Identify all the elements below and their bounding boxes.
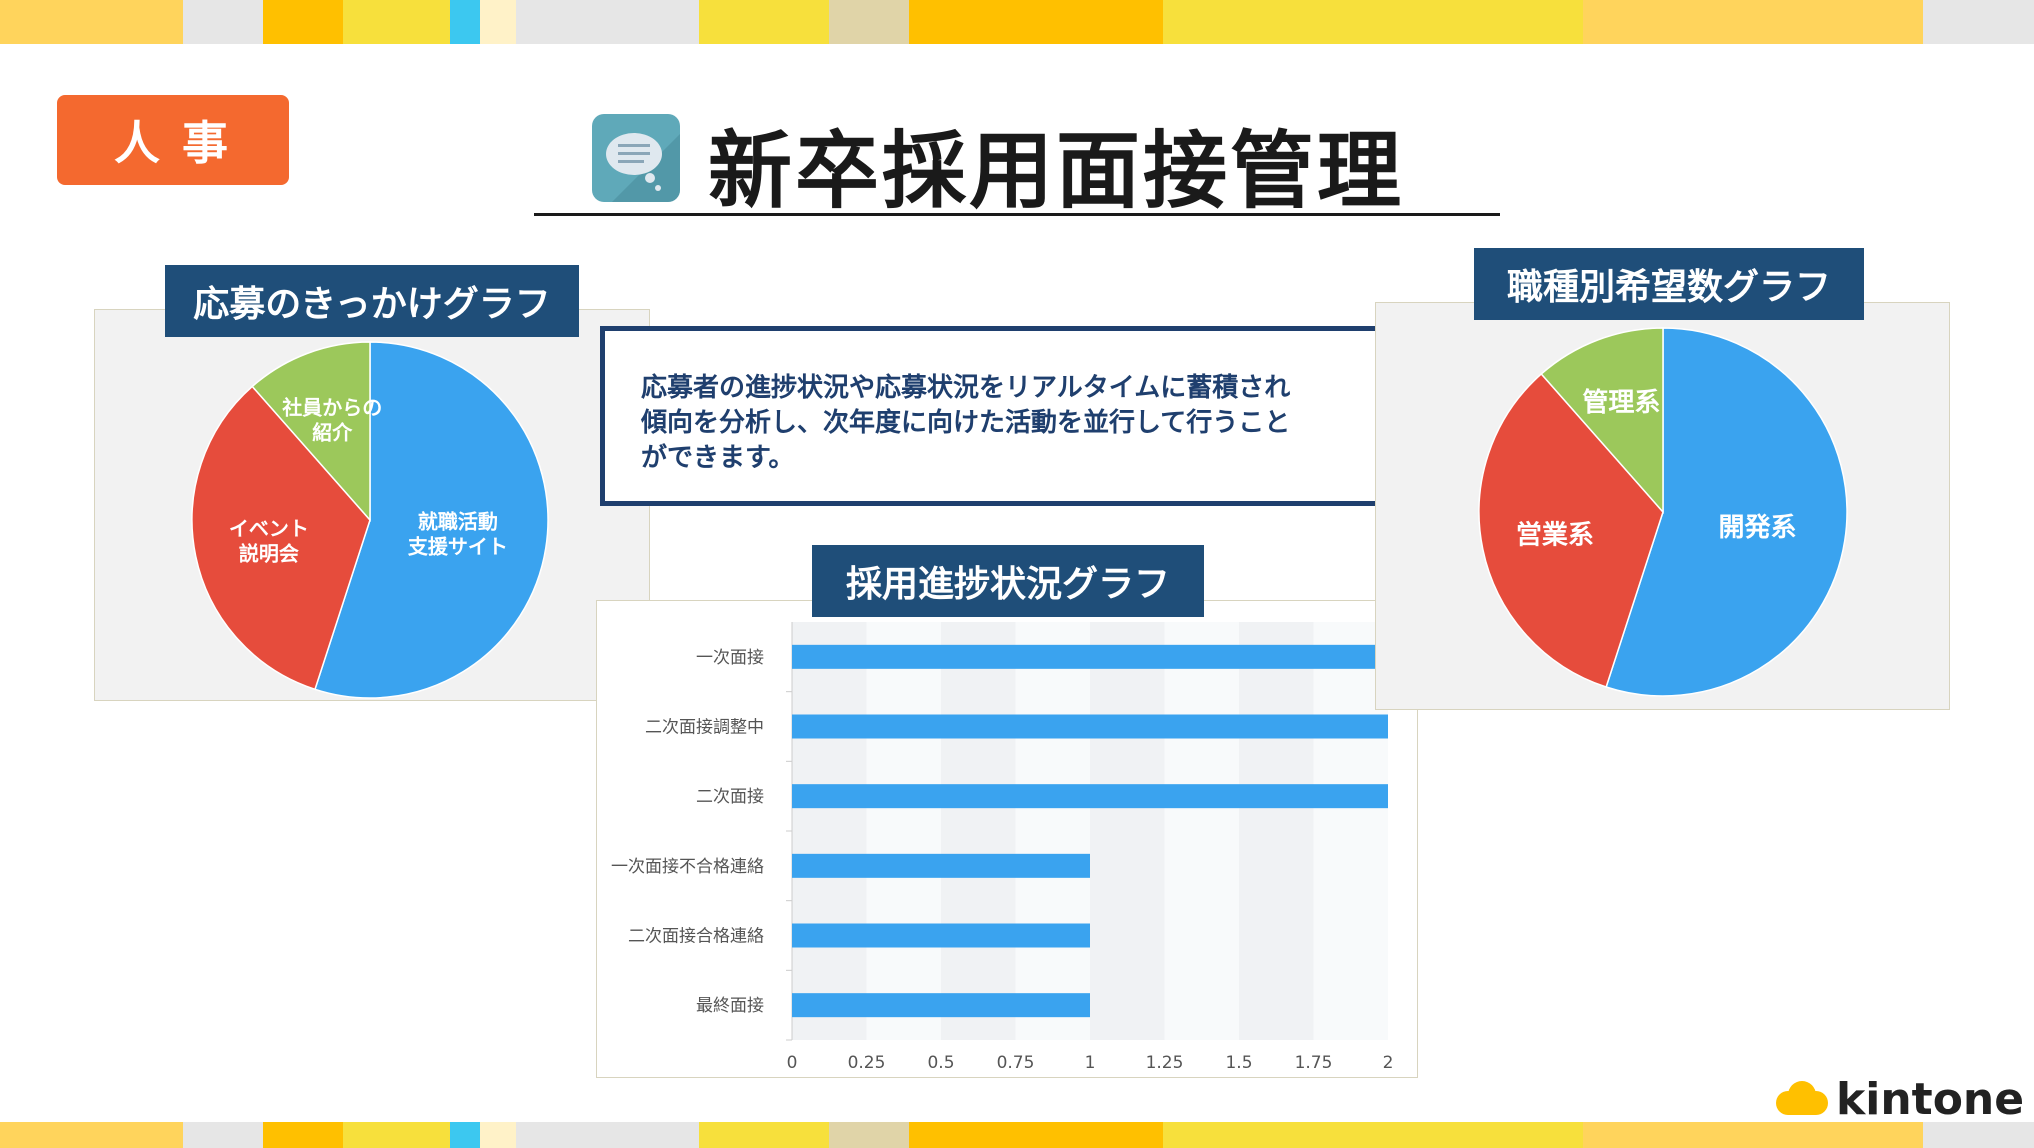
category-label: 最終面接 (696, 996, 764, 1016)
category-tag: 人事 (57, 95, 289, 185)
stripe-segment (699, 0, 829, 44)
description-line: 応募者の進捗状況や応募状況をリアルタイムに蓄積され (641, 373, 1291, 403)
pie-slice-label: 紹介 (312, 421, 353, 445)
progress-chart-title: 採用進捗状況グラフ (812, 545, 1204, 617)
stripe-segment (450, 1122, 480, 1148)
job-chart-title: 職種別希望数グラフ (1474, 248, 1864, 320)
pie-slice-label: 就職活動 (418, 509, 498, 533)
pie-slice (191, 385, 371, 691)
category-label: 一次面接 (696, 648, 764, 668)
stripe-segment (183, 0, 263, 44)
bar (792, 784, 1388, 809)
pie-slice-label: 説明会 (239, 541, 299, 565)
stripe-segment (450, 0, 480, 44)
pie-slice-label: イベント (229, 516, 309, 540)
pie-slice (1540, 327, 1664, 514)
pie-slice-label: 社員からの (281, 396, 382, 420)
category-label: 一次面接不合格連絡 (611, 857, 764, 877)
grid-band (1164, 622, 1239, 1040)
kintone-logo: kintone (1774, 1073, 2025, 1125)
category-label: 二次面接 (696, 787, 764, 807)
pie-slice-label: 営業系 (1516, 520, 1594, 550)
x-tick-label: 1.25 (1146, 1053, 1184, 1073)
x-tick-label: 0.25 (848, 1053, 886, 1073)
bottom-stripe (0, 1122, 2034, 1148)
pie-slice (314, 341, 549, 699)
x-tick-label: 2 (1383, 1053, 1394, 1073)
stripe-segment (480, 0, 516, 44)
job-pie-chart: 開発系 営業系 管理系 (1478, 327, 1848, 697)
pie-slice-label: 開発系 (1718, 513, 1796, 543)
pie-slice (251, 341, 371, 522)
pie-slice-label: 支援サイト (408, 534, 508, 558)
pie-slice (1478, 372, 1664, 688)
bar (792, 923, 1090, 948)
x-tick-label: 1.75 (1295, 1053, 1333, 1073)
stripe-segment (829, 1122, 909, 1148)
description-box: 応募者の進捗状況や応募状況をリアルタイムに蓄積され 傾向を分析し、次年度に向けた… (600, 326, 1416, 506)
bar (792, 993, 1090, 1018)
grid-band (792, 622, 867, 1040)
stripe-segment (1163, 1122, 1583, 1148)
stripe-segment (0, 0, 183, 44)
stripe-segment (1583, 1122, 1923, 1148)
cloud-icon (1776, 1081, 1828, 1115)
top-stripe (0, 0, 2034, 44)
grid-band (1015, 622, 1090, 1040)
stripe-segment (1163, 0, 1583, 44)
speech-bubble-icon (592, 114, 680, 202)
stripe-segment (909, 1122, 1163, 1148)
stripe-segment (0, 1122, 183, 1148)
grid-band (1239, 622, 1314, 1040)
stripe-segment (263, 1122, 343, 1148)
category-label: 二次面接合格連絡 (628, 927, 764, 947)
stripe-segment (183, 1122, 263, 1148)
x-tick-label: 0.5 (927, 1053, 954, 1073)
stripe-segment (1923, 1122, 2034, 1148)
x-tick-label: 1 (1085, 1053, 1096, 1073)
description-line: 傾向を分析し、次年度に向けた活動を並行して行うこと (641, 408, 1291, 438)
x-tick-label: 0.75 (997, 1053, 1035, 1073)
x-tick-label: 1.5 (1225, 1053, 1252, 1073)
stripe-segment (1923, 0, 2034, 44)
stripe-segment (343, 0, 450, 44)
stripe-segment (263, 0, 343, 44)
grid-band (941, 622, 1016, 1040)
pie-slice (1605, 327, 1848, 697)
grid-band (1090, 622, 1165, 1040)
pie-slice-label: 管理系 (1582, 388, 1660, 418)
category-label: 二次面接調整中 (645, 718, 764, 738)
stripe-segment (829, 0, 909, 44)
bar (792, 714, 1388, 739)
stripe-segment (909, 0, 1163, 44)
stripe-segment (699, 1122, 829, 1148)
x-tick-label: 0 (787, 1053, 798, 1073)
source-chart-title: 応募のきっかけグラフ (165, 265, 579, 337)
description-line: ができます。 (641, 443, 795, 473)
stripe-segment (480, 1122, 516, 1148)
stripe-segment (516, 1122, 699, 1148)
grid-band (866, 622, 941, 1040)
page-title: 新卒採用面接管理 (708, 122, 1405, 220)
stripe-segment (1583, 0, 1923, 44)
brand-name: kintone (1836, 1073, 2025, 1125)
stripe-segment (343, 1122, 450, 1148)
bar (792, 853, 1090, 878)
bar (792, 644, 1388, 669)
title-underline (534, 213, 1500, 216)
stripe-segment (516, 0, 699, 44)
